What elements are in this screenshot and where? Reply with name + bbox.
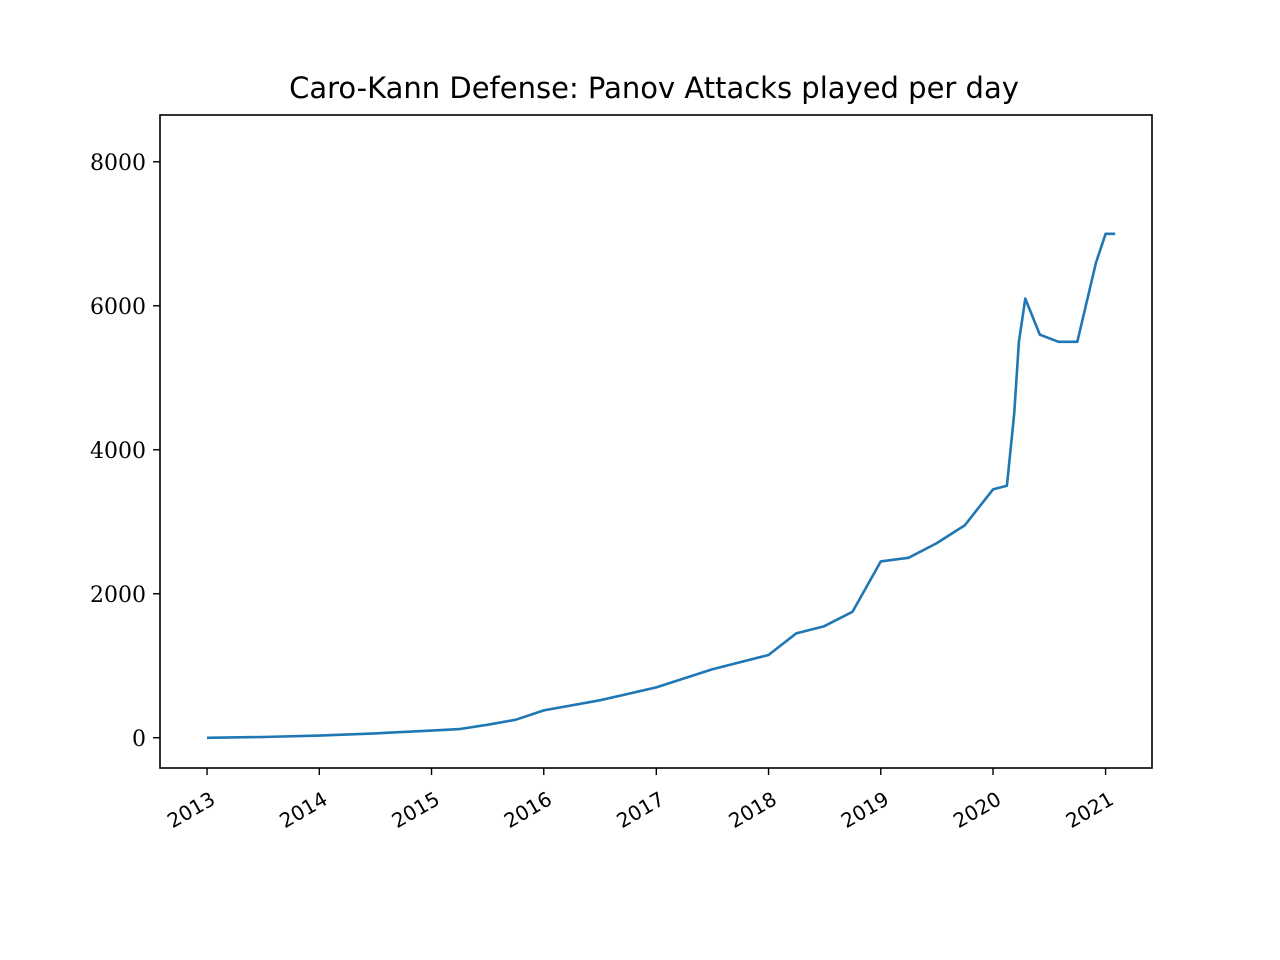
y-tick-label: 0 (132, 727, 146, 752)
y-axis: 0 2000 4000 6000 8000 (90, 151, 160, 752)
y-tick-label: 2000 (90, 583, 146, 608)
x-axis: 2013 2014 2015 2016 2017 2018 2019 2020 2021 (163, 768, 1118, 833)
x-tick-label: 2013 (163, 787, 219, 833)
x-tick-label: 2021 (1062, 787, 1118, 833)
plot-area-frame (159, 114, 1153, 769)
y-tick-label: 6000 (90, 295, 146, 320)
x-tick-label: 2015 (388, 787, 444, 833)
y-tick-label: 4000 (90, 439, 146, 464)
series-line (206, 232, 1116, 740)
x-tick-label: 2014 (275, 787, 331, 833)
x-tick-label: 2019 (837, 787, 893, 833)
y-tick-label: 8000 (90, 151, 146, 176)
x-tick-label: 2020 (949, 787, 1005, 833)
x-tick-label: 2017 (612, 787, 668, 833)
x-tick-label: 2018 (725, 787, 781, 833)
chart-title: Caro-Kann Defense: Panov Attacks played … (289, 71, 1019, 105)
x-tick-label: 2016 (500, 787, 556, 833)
